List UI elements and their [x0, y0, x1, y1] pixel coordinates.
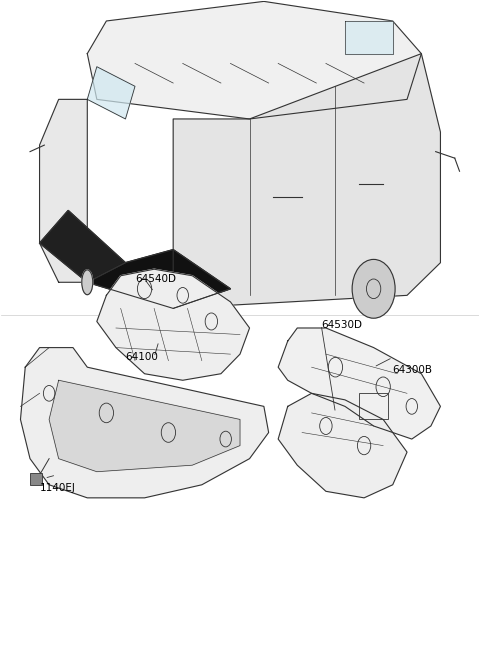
Circle shape — [352, 259, 395, 318]
Polygon shape — [49, 380, 240, 472]
Text: 1140EJ: 1140EJ — [39, 483, 75, 493]
Text: 64100: 64100 — [125, 352, 158, 362]
Ellipse shape — [82, 270, 93, 295]
Polygon shape — [21, 348, 269, 498]
Text: 64300B: 64300B — [393, 365, 432, 375]
Polygon shape — [87, 1, 421, 119]
Text: 64530D: 64530D — [321, 319, 362, 330]
Polygon shape — [173, 54, 441, 308]
Polygon shape — [87, 250, 230, 308]
Text: 64540D: 64540D — [135, 274, 176, 284]
Polygon shape — [39, 99, 87, 282]
Polygon shape — [345, 21, 393, 54]
Polygon shape — [278, 328, 441, 439]
Bar — [30, 473, 42, 485]
Polygon shape — [39, 211, 125, 282]
Polygon shape — [97, 269, 250, 380]
Polygon shape — [278, 394, 407, 498]
Polygon shape — [87, 67, 135, 119]
